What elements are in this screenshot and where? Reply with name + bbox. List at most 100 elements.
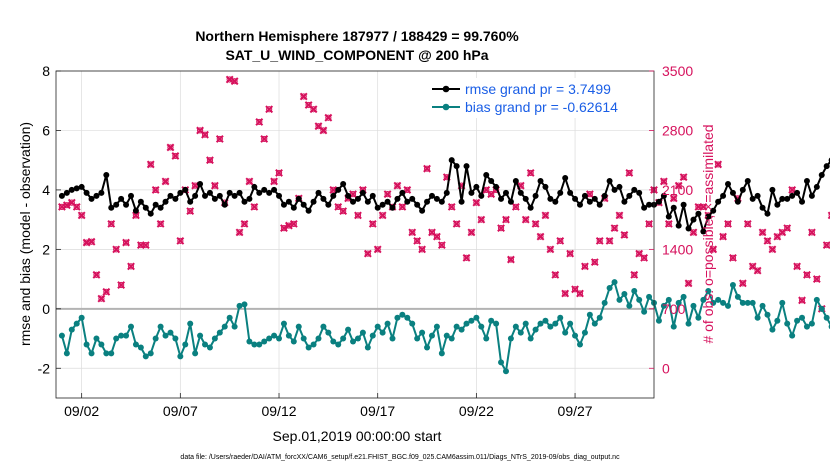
obs-assimilated-stroke: [112, 245, 121, 254]
bias-point: [601, 299, 608, 306]
bias-point: [576, 341, 583, 348]
obs-assimilated-marker: [319, 126, 328, 135]
obs-assimilated-stroke: [413, 236, 422, 245]
bias-point: [73, 320, 80, 327]
obs-assimilated-marker: [97, 294, 106, 303]
bias-point: [527, 335, 534, 342]
bias-point: [83, 341, 90, 348]
obs-assimilated-marker: [156, 219, 165, 228]
chart-subtitle: SAT_U_WIND_COMPONENT @ 200 hPa: [225, 47, 488, 63]
bias-point: [428, 332, 435, 339]
obs-possible-marker: [103, 288, 110, 295]
y-right-tick-label: 2800: [662, 122, 693, 138]
rmse-point: [330, 192, 337, 199]
obs-assimilated-stroke: [689, 228, 698, 237]
obs-assimilated-marker: [719, 232, 727, 241]
rmse-point: [532, 192, 539, 199]
obs-possible-marker: [463, 254, 470, 261]
bias-point: [414, 335, 421, 342]
rmse-point: [507, 198, 514, 205]
obs-assimilated-stroke: [393, 181, 402, 190]
obs-possible-marker: [621, 231, 628, 239]
bias-point: [221, 323, 228, 330]
rmse-point: [596, 201, 603, 208]
obs-possible-marker: [641, 254, 648, 261]
bias-point: [675, 299, 682, 306]
rmse-point: [202, 192, 209, 199]
rmse-point: [586, 198, 593, 205]
rmse-point: [512, 177, 519, 184]
obs-assimilated-stroke: [610, 224, 619, 233]
rmse-point: [774, 201, 781, 208]
obs-assimilated-marker: [235, 228, 244, 237]
obs-assimilated-stroke: [462, 253, 471, 262]
obs-assimilated-stroke: [595, 236, 604, 245]
obs-assimilated-stroke: [314, 122, 323, 131]
obs-assimilated-stroke: [738, 279, 747, 288]
obs-assimilated-stroke: [803, 270, 811, 279]
rmse-point: [251, 183, 258, 190]
rmse-point: [152, 201, 159, 208]
obs-possible-marker: [660, 178, 667, 185]
obs-assimilated-stroke: [354, 211, 362, 220]
obs-assimilated-stroke: [151, 186, 160, 194]
obs-assimilated-marker: [299, 92, 308, 101]
rmse-point: [448, 157, 455, 164]
rmse-point: [784, 195, 791, 202]
rmse-point: [478, 192, 485, 199]
y-left-tick-label: 4: [42, 182, 50, 198]
obs-assimilated-stroke: [679, 173, 688, 182]
obs-assimilated-stroke: [467, 228, 476, 237]
bias-point: [818, 305, 825, 312]
rmse-point: [266, 189, 273, 196]
rmse-point: [468, 189, 475, 196]
rmse-point: [93, 192, 100, 199]
rmse-point: [206, 189, 213, 196]
bias-point: [606, 285, 613, 292]
obs-assimilated-stroke: [373, 245, 382, 254]
bias-point: [655, 317, 662, 324]
bias-series: [58, 279, 830, 375]
obs-possible-marker: [497, 225, 505, 232]
obs-assimilated-stroke: [289, 219, 298, 228]
rmse-point: [98, 189, 105, 196]
rmse-point: [769, 186, 776, 193]
rmse-point: [458, 198, 465, 205]
rmse-point: [700, 228, 707, 235]
bias-point: [172, 335, 179, 342]
bias-point: [216, 329, 223, 336]
obs-possible-marker: [724, 220, 732, 227]
bias-point: [127, 323, 134, 330]
bias-point: [132, 341, 139, 348]
obs-assimilated-stroke: [669, 194, 678, 203]
bias-point: [78, 314, 85, 321]
obs-possible-marker: [310, 106, 317, 113]
rmse-point: [379, 201, 386, 208]
obs-assimilated-marker: [699, 202, 708, 211]
bias-point: [789, 332, 796, 339]
obs-assimilated-stroke: [107, 219, 116, 228]
bias-point: [483, 335, 490, 342]
rmse-point: [354, 195, 361, 202]
legend-box: [428, 78, 646, 118]
obs-assimilated-stroke: [171, 152, 180, 160]
bias-point: [374, 323, 381, 330]
obs-possible-marker: [626, 169, 633, 177]
obs-possible-marker: [779, 229, 786, 236]
obs-assimilated-stroke: [186, 207, 195, 216]
obs-assimilated-marker: [171, 152, 180, 160]
obs-assimilated-stroke: [664, 219, 673, 228]
obs-assimilated-marker: [798, 296, 806, 305]
obs-assimilated-marker: [393, 181, 402, 190]
obs-assimilated-stroke: [428, 228, 436, 237]
obs-possible-marker: [428, 229, 436, 236]
obs-possible-marker: [246, 178, 253, 185]
obs-assimilated-marker: [265, 105, 274, 114]
rmse-point: [483, 172, 490, 179]
obs-assimilated-marker: [206, 156, 214, 165]
obs-assimilated-stroke: [590, 258, 599, 267]
bias-point: [695, 314, 702, 321]
bias-point: [808, 320, 815, 327]
rmse-point: [83, 189, 90, 196]
obs-assimilated-stroke: [58, 202, 66, 211]
